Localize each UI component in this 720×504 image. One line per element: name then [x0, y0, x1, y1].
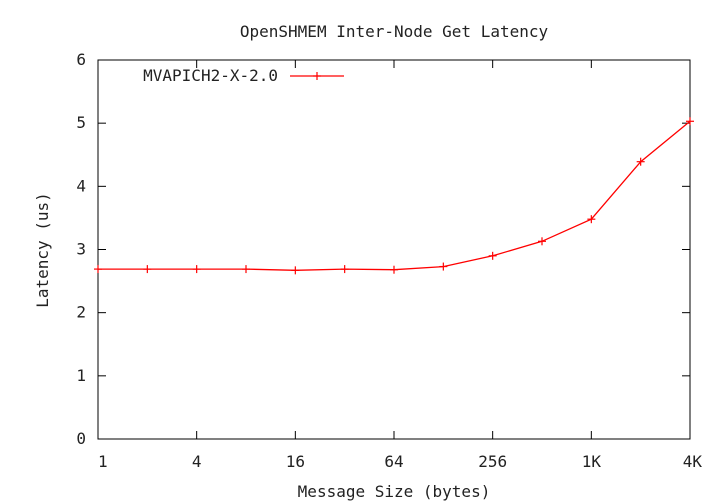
legend: MVAPICH2-X-2.0 [143, 66, 344, 85]
data-point [242, 265, 250, 274]
data-point [538, 237, 546, 246]
x-tick-label: 4 [192, 452, 202, 471]
y-axis-ticks: 0 1 2 3 4 5 6 [76, 50, 690, 448]
y-tick-label: 4 [76, 176, 86, 195]
x-tick-label: 256 [478, 452, 507, 471]
x-tick-label: 4K [683, 452, 703, 471]
data-point [686, 117, 694, 126]
x-axis-label: Message Size (bytes) [298, 482, 491, 501]
x-tick-label: 64 [384, 452, 403, 471]
data-point [488, 251, 497, 260]
data-point [340, 265, 349, 274]
series-line [98, 120, 691, 271]
data-point [291, 266, 300, 275]
data-point [192, 265, 201, 274]
x-tick-label: 1K [582, 452, 602, 471]
x-tick-label: 1 [98, 452, 108, 471]
data-point [390, 265, 398, 274]
y-axis-label: Latency (us) [33, 192, 52, 308]
chart-title: OpenSHMEM Inter-Node Get Latency [240, 22, 549, 41]
series-group [94, 117, 694, 275]
y-tick-label: 5 [76, 113, 86, 132]
plot-frame [97, 59, 691, 440]
data-point [439, 262, 448, 271]
y-tick-label: 1 [76, 366, 86, 385]
legend-marker [313, 72, 321, 80]
data-point [143, 265, 152, 274]
y-tick-label: 0 [76, 429, 86, 448]
x-axis-ticks: 1 4 16 64 256 1K 4K [97, 60, 703, 471]
data-point [94, 265, 102, 274]
legend-label: MVAPICH2-X-2.0 [143, 66, 278, 85]
data-point [636, 157, 645, 166]
data-point [587, 215, 596, 224]
x-tick-label: 16 [286, 452, 305, 471]
y-tick-label: 2 [76, 303, 86, 322]
y-tick-label: 3 [76, 240, 86, 259]
y-tick-label: 6 [76, 50, 86, 69]
